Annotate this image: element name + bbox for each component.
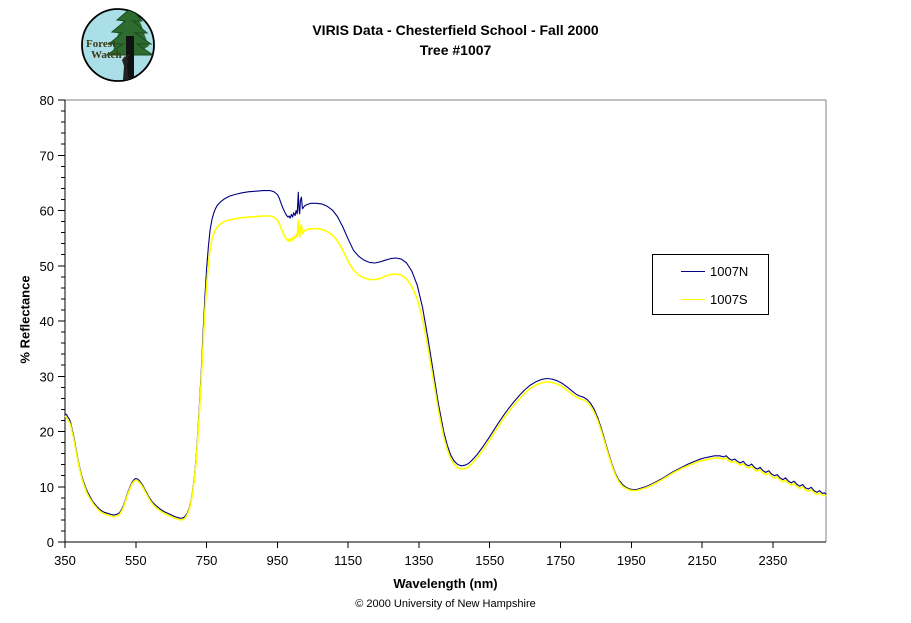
chart-title-line1: VIRIS Data - Chesterfield School - Fall … — [312, 22, 599, 38]
person-figure — [122, 56, 129, 80]
logo-text-line1: Forest — [86, 38, 116, 50]
y-tick-label: 20 — [40, 425, 54, 440]
y-tick-label: 50 — [40, 259, 54, 274]
legend-line-swatch-1007N — [681, 270, 705, 272]
y-tick-label: 80 — [40, 93, 54, 108]
y-tick-label: 70 — [40, 148, 54, 163]
legend-item-1007N: 1007N — [653, 257, 768, 285]
x-tick-label: 950 — [267, 553, 289, 568]
forest-watch-logo: Forest Watch — [81, 8, 155, 82]
x-tick-label: 1150 — [334, 553, 362, 568]
legend-label-1007N: 1007N — [710, 263, 749, 279]
logo-text-line2: Watch — [91, 49, 122, 61]
x-tick-label: 2350 — [758, 553, 787, 568]
x-tick-label: 1950 — [617, 553, 646, 568]
copyright-text: © 2000 University of New Hampshire — [355, 598, 536, 610]
x-tick-label: 2150 — [688, 553, 717, 568]
y-tick-label: 40 — [40, 314, 54, 329]
x-tick-label: 750 — [196, 553, 218, 568]
x-tick-label: 1350 — [404, 553, 433, 568]
y-axis-title: % Reflectance — [17, 275, 33, 364]
legend-item-1007S: 1007S — [653, 285, 768, 313]
x-tick-label: 1750 — [546, 553, 575, 568]
legend-box: 1007N 1007S — [652, 254, 769, 315]
y-tick-label: 0 — [47, 535, 54, 550]
y-tick-label: 30 — [40, 369, 54, 384]
x-tick-label: 1550 — [475, 553, 504, 568]
y-tick-label: 60 — [40, 204, 54, 219]
logo-tree-icon — [105, 9, 154, 81]
legend-label-1007S: 1007S — [710, 291, 748, 307]
series-line-1007N — [64, 190, 827, 519]
chart-title-line2: Tree #1007 — [419, 42, 492, 58]
x-tick-label: 550 — [125, 553, 147, 568]
legend-line-swatch-1007S — [681, 298, 705, 300]
x-axis-title: Wavelength (nm) — [393, 576, 498, 591]
person-arm — [123, 53, 130, 62]
series-line-1007S — [64, 215, 827, 521]
x-tick-label: 350 — [54, 553, 76, 568]
tree-trunk — [126, 36, 134, 81]
chart-title: VIRIS Data - Chesterfield School - Fall … — [0, 20, 911, 60]
y-tick-label: 10 — [40, 480, 54, 495]
